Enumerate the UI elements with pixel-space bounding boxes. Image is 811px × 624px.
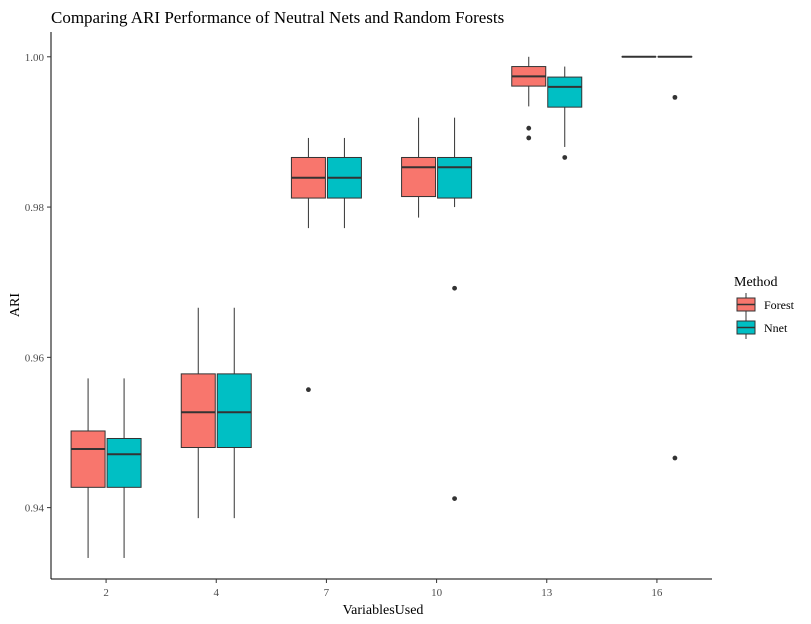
legend-label: Forest bbox=[764, 298, 795, 312]
box-forest-7 bbox=[290, 137, 326, 393]
box-forest-10 bbox=[401, 117, 437, 218]
box-nnet-2 bbox=[106, 378, 142, 558]
box-forest-13 bbox=[511, 56, 547, 141]
box-iqr bbox=[547, 76, 583, 108]
outlier-point bbox=[452, 285, 457, 291]
box-nnet-7 bbox=[326, 137, 362, 229]
box-iqr bbox=[70, 430, 106, 488]
outlier-point bbox=[526, 135, 532, 141]
box-nnet-4 bbox=[216, 307, 252, 519]
box-nnet-10 bbox=[437, 117, 473, 502]
y-axis-title: ARI bbox=[8, 293, 23, 317]
outlier-point bbox=[672, 455, 678, 461]
outlier-point bbox=[306, 387, 311, 393]
outlier-point bbox=[452, 496, 457, 502]
box-nnet-13 bbox=[547, 66, 583, 160]
x-tick-label: 13 bbox=[541, 587, 553, 599]
outlier-point bbox=[526, 125, 532, 131]
x-tick-label: 2 bbox=[103, 587, 109, 599]
chart-title: Comparing ARI Performance of Neutral Net… bbox=[51, 8, 504, 27]
box-nnet-16 bbox=[657, 55, 693, 461]
x-axis-title: VariablesUsed bbox=[343, 603, 424, 618]
x-tick-label: 4 bbox=[214, 587, 220, 599]
box-iqr bbox=[216, 373, 252, 449]
y-axis-ticks: 0.94 0.96 0.98 1.00 bbox=[25, 52, 51, 515]
box-forest-2 bbox=[70, 378, 106, 558]
box-iqr bbox=[180, 373, 216, 449]
y-tick-label: 0.94 bbox=[25, 503, 45, 515]
x-tick-label: 7 bbox=[324, 587, 330, 599]
legend-label: Nnet bbox=[764, 321, 788, 335]
legend-item-forest: Forest bbox=[736, 293, 795, 316]
box-iqr bbox=[401, 156, 437, 198]
box-iqr bbox=[437, 156, 473, 199]
x-axis-ticks: 2 4 7 10 13 16 bbox=[103, 579, 663, 599]
y-tick-label: 1.00 bbox=[25, 52, 45, 64]
legend: Method Forest Nnet bbox=[734, 275, 795, 339]
plot-area bbox=[70, 55, 693, 558]
x-tick-label: 10 bbox=[431, 587, 443, 599]
box-iqr bbox=[106, 437, 142, 488]
y-tick-label: 0.96 bbox=[25, 352, 45, 364]
y-tick-label: 0.98 bbox=[25, 202, 45, 214]
x-tick-label: 16 bbox=[651, 587, 663, 599]
legend-title: Method bbox=[734, 275, 778, 290]
legend-item-nnet: Nnet bbox=[736, 316, 788, 339]
outlier-point bbox=[562, 155, 568, 160]
box-forest-4 bbox=[180, 307, 216, 519]
outlier-point bbox=[672, 94, 678, 100]
